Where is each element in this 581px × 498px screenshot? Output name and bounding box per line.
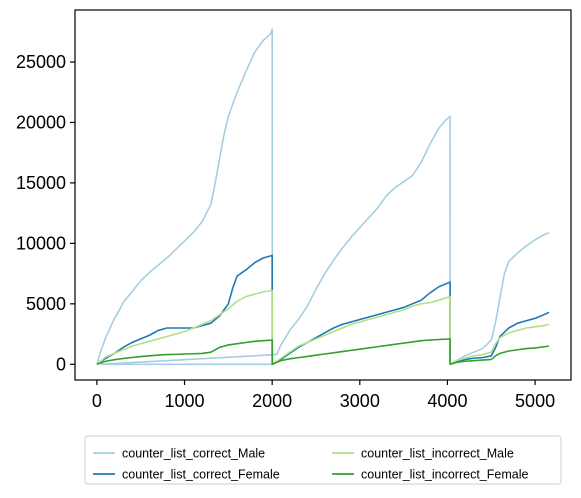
series-layer: [96, 28, 550, 366]
y-axis: 0 5000 10000 15000 20000 25000: [16, 52, 75, 374]
x-tick-label: 4000: [427, 391, 467, 411]
axes-layer: [74, 9, 572, 381]
y-tick-label: 20000: [16, 112, 66, 132]
x-tick-label: 2000: [252, 391, 292, 411]
x-tick-label: 5000: [515, 391, 555, 411]
y-tick-label: 10000: [16, 233, 66, 253]
plot-frame: [74, 9, 572, 381]
legend-label: counter_list_incorrect_Male: [361, 447, 514, 461]
legend-label: counter_list_correct_Female: [122, 468, 280, 482]
y-tick-label: 0: [56, 354, 66, 374]
series-line-1: [96, 28, 550, 366]
series-line-2: [96, 254, 550, 366]
legend-frame: [84, 435, 562, 485]
legend-label: counter_list_incorrect_Female: [361, 468, 528, 482]
y-tick-label: 15000: [16, 173, 66, 193]
legend-label: counter_list_correct_Male: [122, 447, 265, 461]
x-tick-label: 1000: [165, 391, 205, 411]
series-line-3: [96, 289, 550, 366]
series-line-4: [96, 338, 550, 366]
legend: counter_list_correct_Male counter_list_co…: [84, 435, 562, 485]
x-axis: 0 1000 2000 3000 4000 5000: [92, 380, 555, 411]
y-tick-label: 5000: [26, 294, 66, 314]
x-tick-label: 0: [92, 391, 102, 411]
x-tick-label: 3000: [340, 391, 380, 411]
y-tick-label: 25000: [16, 52, 66, 72]
